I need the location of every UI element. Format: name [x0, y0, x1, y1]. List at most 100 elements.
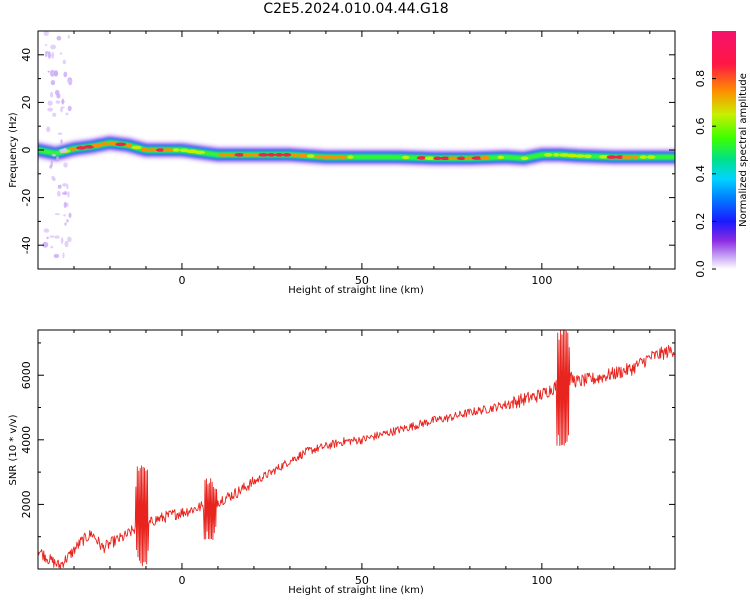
- noise-speckle: [57, 190, 61, 197]
- ridge-core: [632, 155, 639, 159]
- noise-speckle: [67, 79, 73, 84]
- noise-speckle: [45, 52, 48, 58]
- ridge-core: [337, 155, 348, 159]
- noise-speckle: [64, 222, 67, 226]
- ridge-core: [227, 153, 237, 157]
- noise-speckle: [68, 212, 72, 218]
- ridge-core: [599, 155, 609, 159]
- colorbar-ticks: 0.0 0.2 0.4 0.6 0.8: [694, 70, 716, 278]
- y-tick-label: -40: [20, 236, 33, 254]
- colorbar-tick-label: 0.4: [694, 165, 707, 183]
- y-tick-label: 40: [20, 48, 33, 62]
- ridge-core: [274, 153, 284, 157]
- noise-speckle: [43, 31, 49, 37]
- noise-speckle: [60, 139, 63, 145]
- noise-speckle: [57, 132, 63, 135]
- spectrogram-y-axis-label: Frequency (Hz): [8, 112, 19, 188]
- noise-speckle: [51, 154, 56, 157]
- noise-speckle: [51, 51, 55, 59]
- ridge-core: [242, 153, 253, 157]
- ridge-core: [456, 156, 466, 161]
- noise-speckle: [61, 98, 65, 105]
- snr-x-axis-label: Height of straight line (km): [288, 585, 424, 596]
- snr-frame: [37, 329, 676, 570]
- ridge-core: [162, 148, 174, 152]
- ridge-core: [321, 155, 332, 159]
- colorbar-fill: [712, 31, 736, 269]
- ridge-core: [83, 145, 95, 149]
- figure-title: C2E5.2024.010.04.44.G18: [263, 1, 449, 17]
- noise-speckle: [66, 219, 69, 223]
- ridge-core: [267, 153, 276, 157]
- ridge-core: [447, 156, 459, 161]
- ridge-core: [559, 153, 570, 157]
- noise-speckle: [59, 148, 65, 154]
- noise-speckle: [47, 70, 51, 73]
- ridge-core: [76, 146, 87, 150]
- noise-speckle: [56, 35, 62, 41]
- noise-speckle: [63, 214, 66, 217]
- snr-y-axis-label: SNR (10 * v/v): [8, 414, 19, 485]
- noise-speckle: [63, 162, 68, 168]
- noise-speckle: [52, 112, 57, 117]
- noise-speckle: [66, 202, 69, 207]
- noise-speckle: [50, 160, 53, 168]
- ridge-core: [471, 156, 483, 160]
- ridge-core: [131, 145, 142, 150]
- spectrogram-data: [38, 31, 675, 259]
- ridge-core: [146, 148, 159, 152]
- noise-speckle: [67, 105, 72, 112]
- noise-speckle: [54, 213, 60, 216]
- noise-speckle: [50, 91, 54, 98]
- colorbar-label: Normalized spectral amplitude: [738, 73, 749, 227]
- snr-data: [38, 330, 675, 569]
- ridge-core: [566, 153, 578, 158]
- x-tick-label: 50: [355, 574, 369, 587]
- x-tick-label: 100: [531, 574, 552, 587]
- noise-speckle: [67, 191, 70, 198]
- noise-speckle: [62, 252, 65, 259]
- noise-speckle: [65, 112, 69, 116]
- noise-speckle: [59, 52, 63, 55]
- noise-speckle: [61, 106, 65, 109]
- y-tick-label: 20: [20, 95, 33, 109]
- noise-speckle: [53, 253, 60, 259]
- ridge-core: [282, 153, 292, 157]
- ridge-core: [291, 153, 299, 157]
- noise-speckle: [42, 241, 49, 248]
- ridge-core: [497, 155, 505, 160]
- ridge-core: [424, 156, 435, 160]
- colorbar-tick-label: 0.0: [694, 260, 707, 278]
- ridge-core: [156, 148, 165, 152]
- ridge-core: [91, 143, 103, 148]
- noise-speckle: [47, 107, 54, 112]
- ridge-core: [250, 153, 261, 157]
- ridge-core: [297, 153, 308, 158]
- snr-ticks: 0 50 100 2000 4000 6000: [20, 330, 675, 587]
- snr-plot: 0 50 100 2000 4000 6000 Height of straight li…: [8, 329, 676, 596]
- ridge-core: [306, 154, 315, 158]
- noise-speckle: [47, 51, 52, 59]
- ridge-core: [639, 155, 647, 159]
- noise-speckle: [63, 201, 67, 208]
- ridge-core: [314, 154, 324, 159]
- ridge-core: [125, 143, 132, 148]
- ridge-core: [402, 155, 410, 160]
- noise-speckle: [54, 89, 60, 96]
- ridge-core: [615, 155, 625, 159]
- ridge-core: [258, 153, 269, 157]
- ridge-core: [234, 153, 245, 157]
- ridge-core: [416, 156, 427, 160]
- noise-speckle: [54, 235, 60, 239]
- colorbar-tick-label: 0.8: [694, 70, 707, 88]
- ridge-core: [433, 156, 442, 161]
- noise-speckle: [46, 236, 49, 240]
- spectrogram-ticks: 0 50 100 -40 -20 0 20 40: [20, 30, 675, 287]
- ridge-core: [194, 150, 206, 155]
- colorbar-tick-label: 0.6: [694, 117, 707, 135]
- colorbar-tick-label: 0.2: [694, 213, 707, 231]
- noise-speckle: [61, 192, 67, 195]
- ridge-core: [606, 155, 617, 159]
- snr-series-line: [38, 330, 675, 569]
